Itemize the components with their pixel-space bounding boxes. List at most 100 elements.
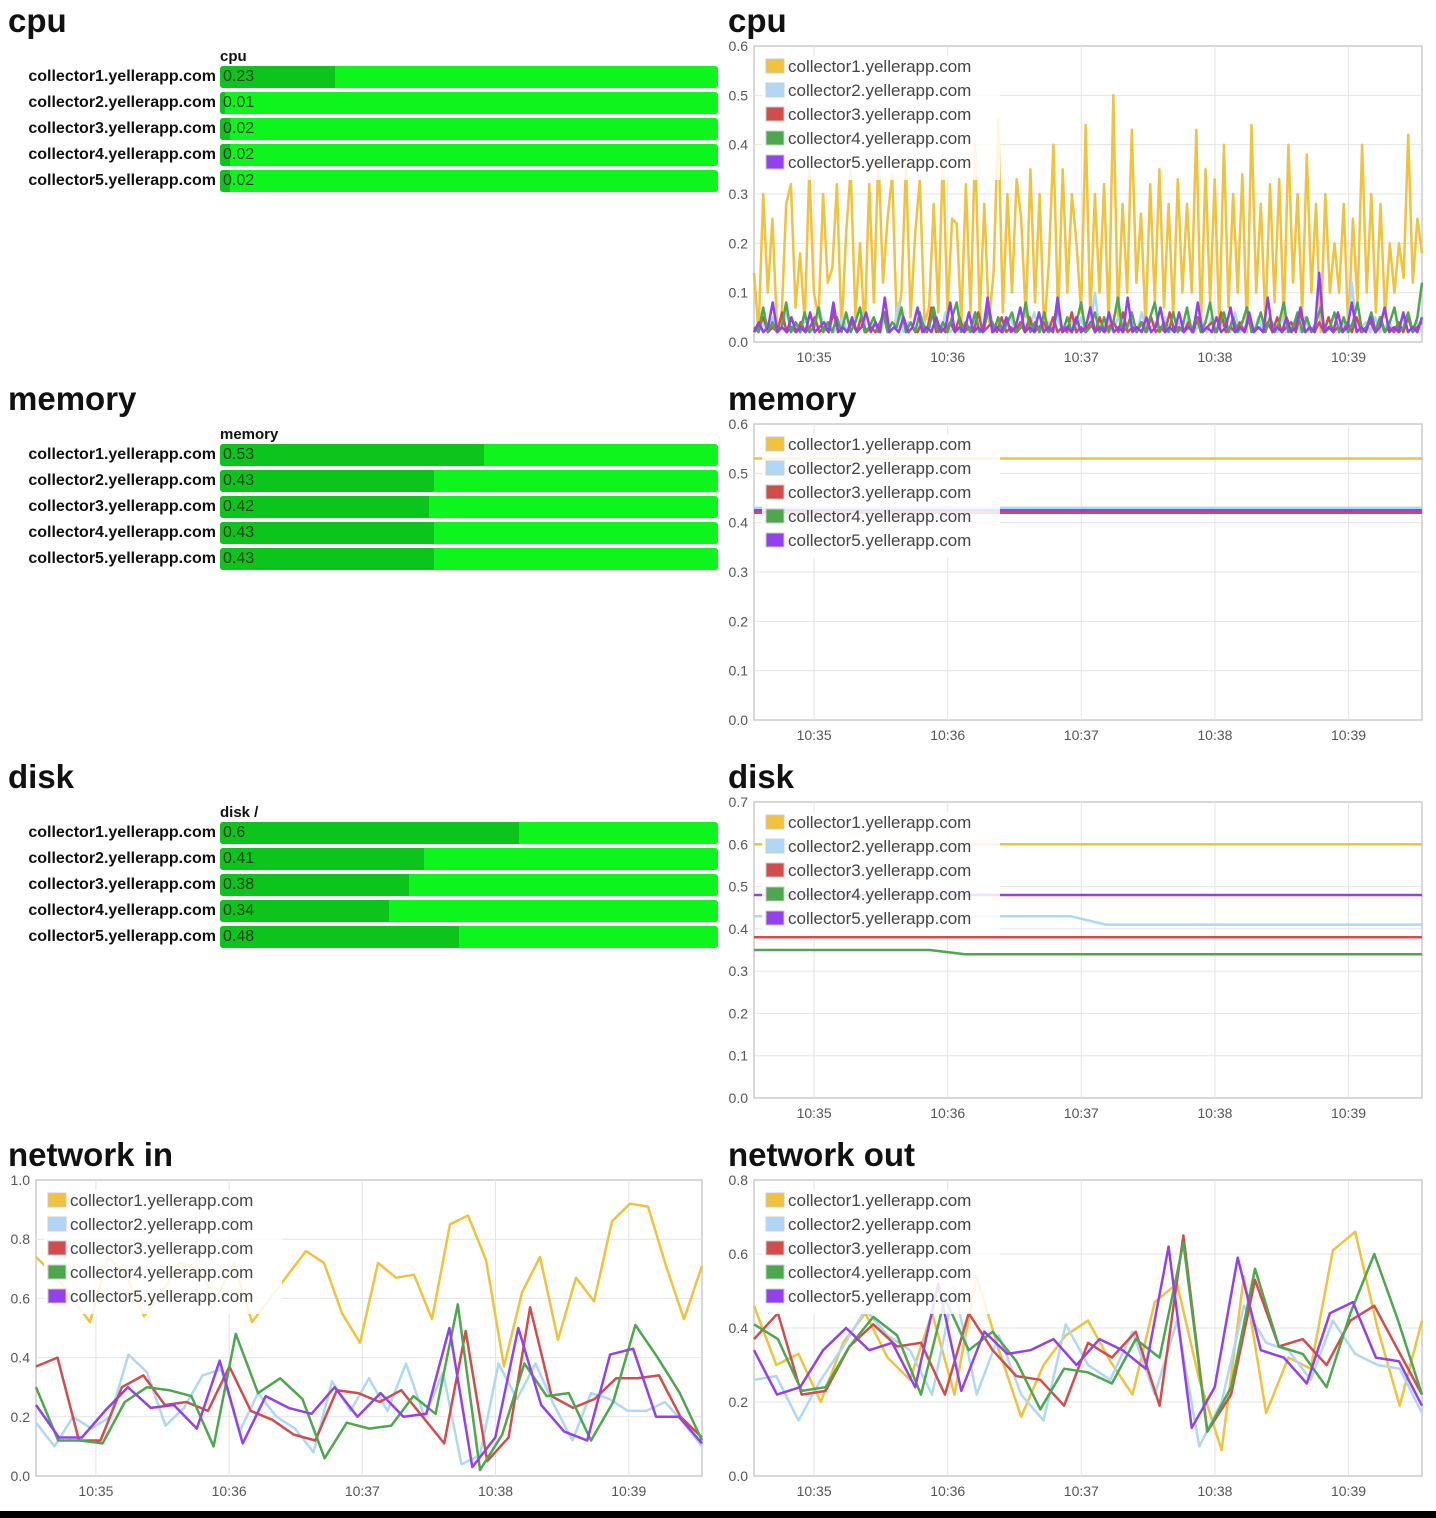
host-label: collector2.yellerapp.com bbox=[28, 94, 216, 111]
host-label: collector5.yellerapp.com bbox=[28, 928, 216, 945]
y-tick-label: 0.2 bbox=[729, 613, 749, 629]
y-tick-label: 0.0 bbox=[11, 1468, 31, 1484]
bar-fill bbox=[220, 926, 460, 948]
bar-track: 0.02 bbox=[220, 118, 718, 140]
y-tick-label: 0.3 bbox=[729, 186, 749, 202]
bar-track: 0.34 bbox=[220, 900, 718, 922]
bar-row: collector4.yellerapp.com 0.02 bbox=[10, 144, 720, 166]
legend-label: collector1.yellerapp.com bbox=[70, 1191, 253, 1210]
legend-background bbox=[762, 434, 1000, 558]
bar-value: 0.38 bbox=[223, 876, 255, 893]
y-tick-label: 0.1 bbox=[729, 285, 749, 301]
bar-track: 0.38 bbox=[220, 874, 718, 896]
x-tick-label: 10:36 bbox=[212, 1483, 247, 1499]
legend-swatch bbox=[765, 1216, 785, 1232]
x-tick-label: 10:35 bbox=[797, 1105, 832, 1121]
x-tick-label: 10:39 bbox=[1331, 1483, 1366, 1499]
bar-track: 0.02 bbox=[220, 170, 718, 192]
y-tick-label: 0.8 bbox=[11, 1231, 31, 1247]
x-tick-label: 10:39 bbox=[1331, 727, 1366, 743]
legend-background bbox=[762, 812, 1000, 936]
y-tick-label: 0.5 bbox=[729, 879, 749, 895]
bar-value: 0.48 bbox=[223, 928, 255, 945]
chart-legend: collector1.yellerapp.com collector2.yelle… bbox=[44, 1190, 282, 1314]
series-line bbox=[752, 94, 1424, 334]
y-tick-label: 0.0 bbox=[729, 1468, 749, 1484]
cpu-bar-panel: cpu collector1.yellerapp.com 0.23 collecto… bbox=[10, 48, 720, 198]
x-tick-label: 10:38 bbox=[1197, 1105, 1232, 1121]
legend-label: collector3.yellerapp.com bbox=[788, 483, 971, 502]
x-tick-label: 10:37 bbox=[345, 1483, 380, 1499]
series-line bbox=[34, 1303, 704, 1472]
host-label: collector3.yellerapp.com bbox=[28, 876, 216, 893]
memory-bars-header: memory bbox=[220, 426, 279, 443]
legend-swatch bbox=[47, 1288, 67, 1304]
legend-swatch bbox=[765, 460, 785, 476]
bar-value: 0.02 bbox=[223, 172, 255, 189]
bar-value: 0.43 bbox=[223, 550, 255, 567]
series-line bbox=[34, 1326, 703, 1469]
legend-label: collector3.yellerapp.com bbox=[788, 1239, 971, 1258]
bar-value: 0.02 bbox=[223, 120, 255, 137]
bar-fill bbox=[220, 170, 230, 192]
y-tick-label: 0.3 bbox=[729, 564, 749, 580]
x-tick-label: 10:38 bbox=[1197, 727, 1232, 743]
y-tick-label: 0.7 bbox=[729, 794, 749, 810]
legend-label: collector3.yellerapp.com bbox=[70, 1239, 253, 1258]
disk-chart-title: disk bbox=[728, 758, 795, 795]
y-tick-label: 0.8 bbox=[729, 1172, 749, 1188]
bar-row: collector1.yellerapp.com 0.23 bbox=[10, 66, 720, 88]
bar-value: 0.23 bbox=[223, 68, 255, 85]
legend-swatch bbox=[765, 484, 785, 500]
chart-legend: collector1.yellerapp.com collector2.yelle… bbox=[762, 812, 1000, 936]
network-in-line-chart: 0.0 0.2 0.4 0.6 0.8 1.0 10:35 10:36 10:37 10:38 10… bbox=[11, 1172, 704, 1499]
cpu-line-chart: 0.0 0.1 0.2 0.3 0.4 0.5 0.6 10:35 10:36 10:37 10:3… bbox=[729, 38, 1424, 365]
x-tick-label: 10:38 bbox=[1197, 1483, 1232, 1499]
bar-row: collector5.yellerapp.com 0.48 bbox=[10, 926, 720, 948]
bar-track: 0.6 bbox=[220, 822, 718, 844]
y-tick-label: 0.3 bbox=[729, 963, 749, 979]
x-tick-label: 10:38 bbox=[1197, 349, 1232, 365]
legend-label: collector4.yellerapp.com bbox=[788, 885, 971, 904]
bar-row: collector5.yellerapp.com 0.43 bbox=[10, 548, 720, 570]
host-label: collector4.yellerapp.com bbox=[28, 902, 216, 919]
y-tick-label: 0.1 bbox=[729, 1048, 749, 1064]
y-tick-label: 0.5 bbox=[729, 465, 749, 481]
y-tick-label: 0.6 bbox=[11, 1290, 31, 1306]
network-out-title: network out bbox=[728, 1136, 915, 1173]
legend-swatch bbox=[765, 814, 785, 830]
network-in-title: network in bbox=[8, 1136, 174, 1173]
legend-label: collector2.yellerapp.com bbox=[788, 81, 971, 100]
y-tick-label: 0.4 bbox=[729, 921, 749, 937]
host-label: collector1.yellerapp.com bbox=[28, 824, 216, 841]
y-tick-label: 0.2 bbox=[729, 235, 749, 251]
series-line bbox=[35, 1353, 703, 1466]
bar-value: 0.53 bbox=[223, 446, 255, 463]
bar-fill bbox=[220, 900, 390, 922]
bar-value: 0.42 bbox=[223, 498, 255, 515]
series-line bbox=[754, 948, 1422, 956]
legend-swatch bbox=[47, 1264, 67, 1280]
bar-fill bbox=[220, 470, 435, 492]
y-tick-label: 0.6 bbox=[729, 416, 749, 432]
host-label: collector4.yellerapp.com bbox=[28, 524, 216, 541]
host-label: collector3.yellerapp.com bbox=[28, 120, 216, 137]
bar-track: 0.53 bbox=[220, 444, 718, 466]
chart-legend: collector1.yellerapp.com collector2.yelle… bbox=[762, 56, 1000, 180]
bar-fill bbox=[220, 144, 230, 166]
cpu-bars-header: cpu bbox=[220, 48, 247, 65]
host-label: collector4.yellerapp.com bbox=[28, 146, 216, 163]
x-tick-label: 10:35 bbox=[78, 1483, 113, 1499]
bar-fill bbox=[220, 118, 230, 140]
legend-swatch bbox=[765, 154, 785, 170]
bar-value: 0.43 bbox=[223, 524, 255, 541]
bar-value: 0.41 bbox=[223, 850, 255, 867]
disk-bars-title: disk bbox=[8, 758, 75, 795]
series-line bbox=[752, 271, 1424, 334]
chart-legend: collector1.yellerapp.com collector2.yelle… bbox=[762, 434, 1000, 558]
y-tick-label: 0.0 bbox=[729, 334, 749, 350]
host-label: collector3.yellerapp.com bbox=[28, 498, 216, 515]
legend-label: collector4.yellerapp.com bbox=[70, 1263, 253, 1282]
y-tick-label: 1.0 bbox=[11, 1172, 31, 1188]
y-tick-label: 0.2 bbox=[729, 1005, 749, 1021]
